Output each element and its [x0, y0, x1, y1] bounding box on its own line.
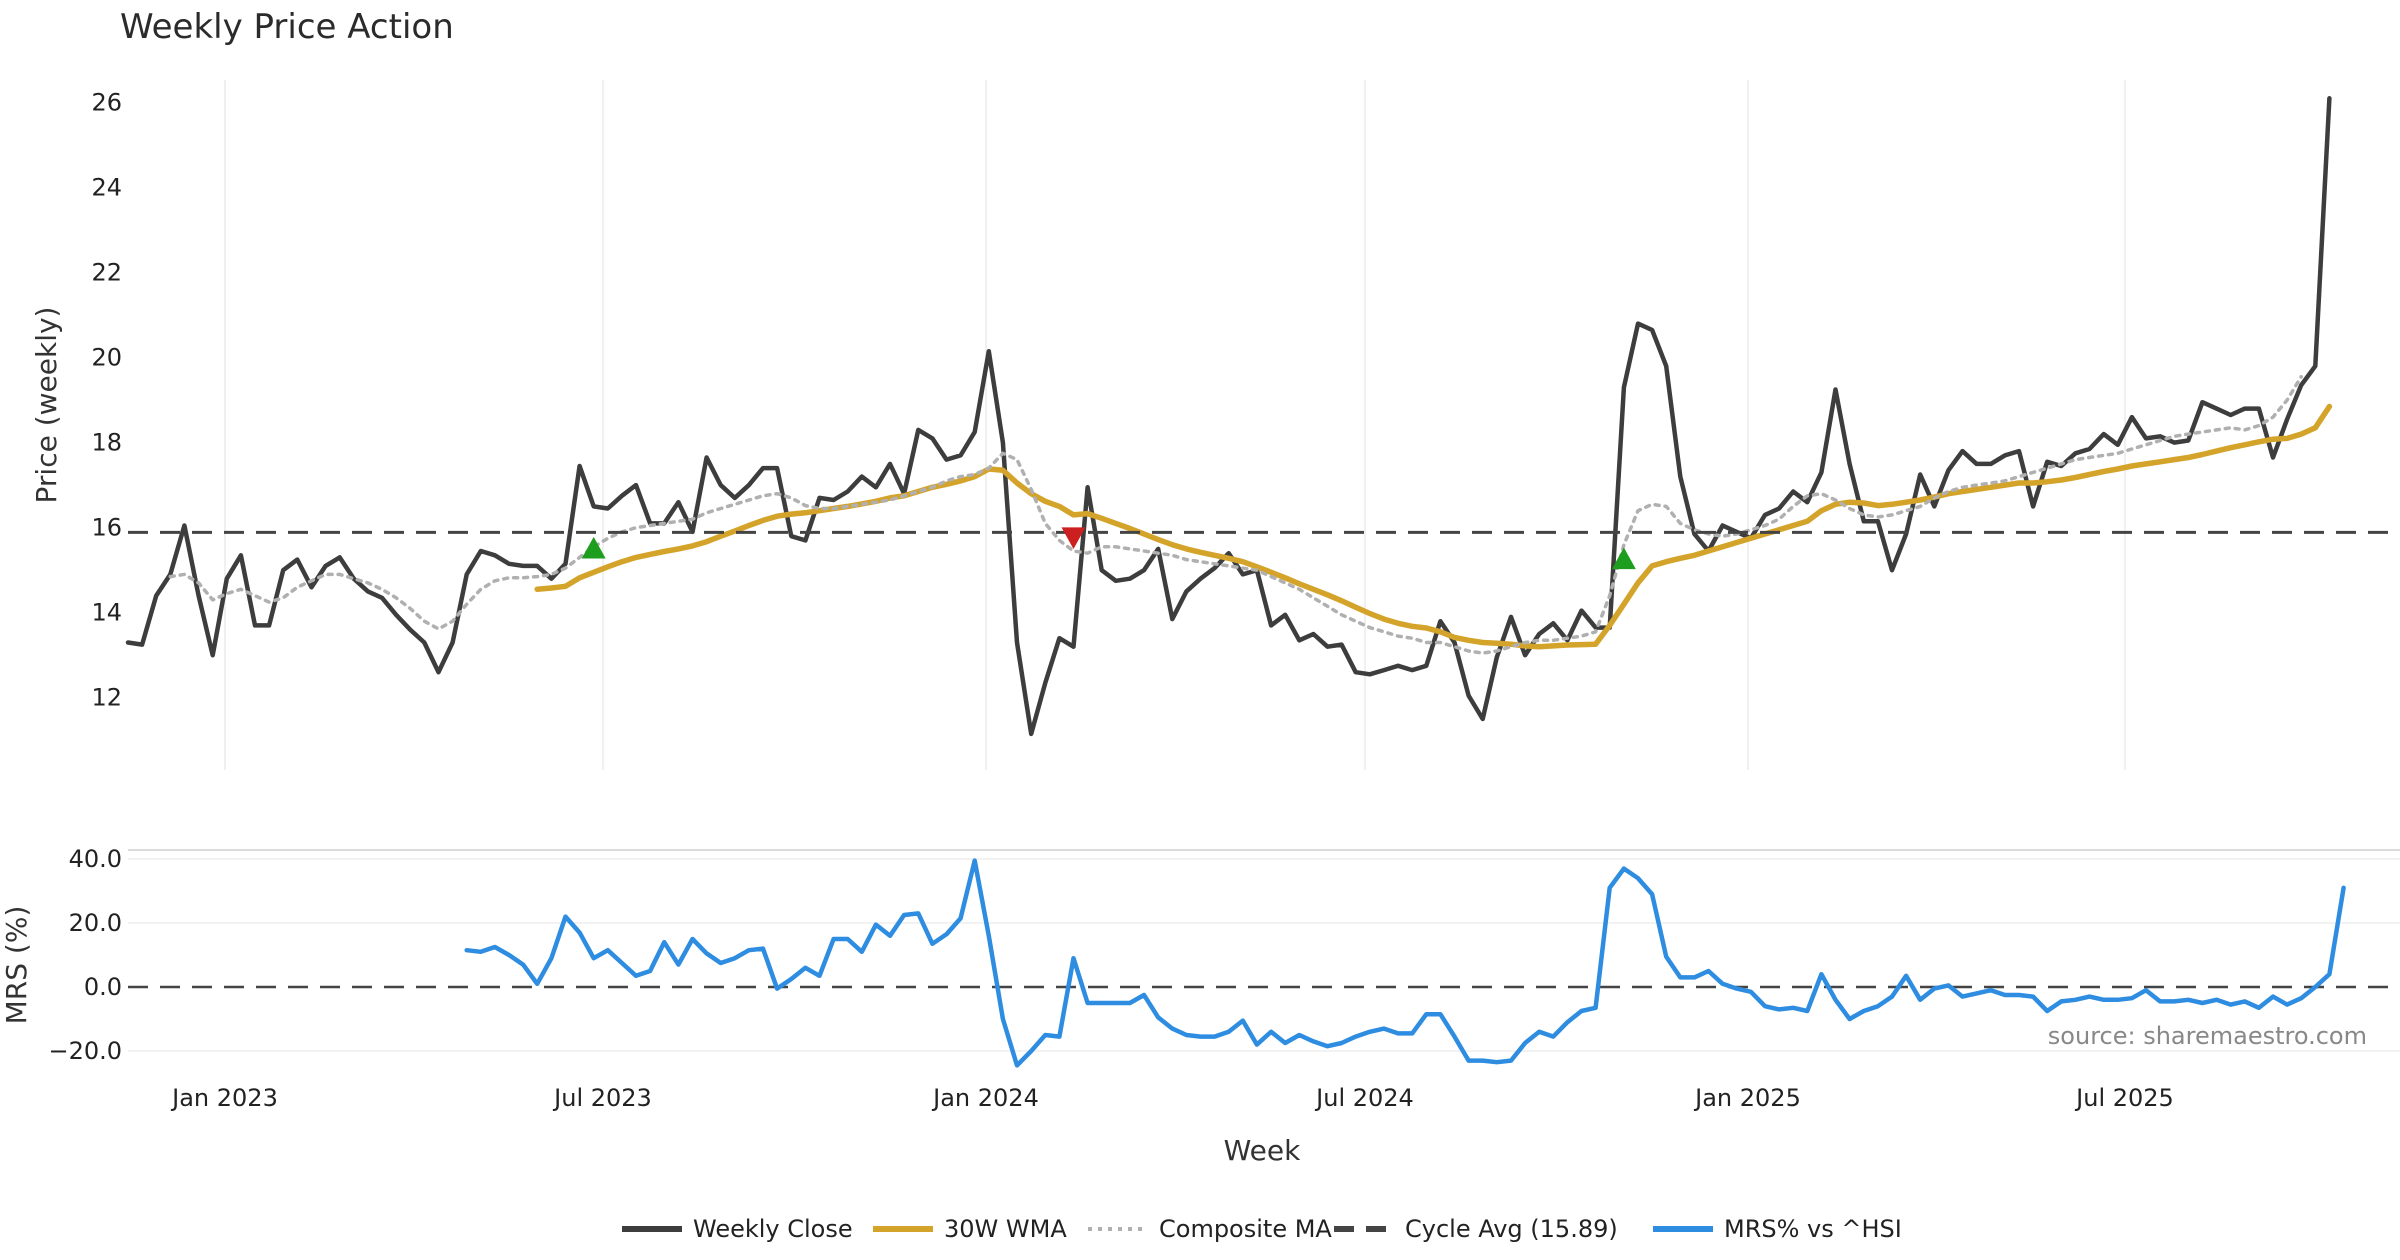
price-panel: 12 14 16 18 20 22 24 26: [91, 80, 2400, 770]
mrs-line: [464, 858, 2346, 1068]
source-credit: source: sharemaestro.com: [2048, 1022, 2367, 1050]
composite-ma-line: [168, 374, 2303, 655]
x-tick-label: Jan 2023: [170, 1084, 278, 1112]
legend-label: Composite MA: [1159, 1215, 1332, 1243]
mrs-y-tick: −20.0: [48, 1037, 122, 1065]
price-y-tick: 14: [91, 599, 122, 627]
price-axis-label: Price (weekly): [30, 307, 63, 504]
mrs-y-tick: 0.0: [84, 973, 122, 1001]
x-axis: Jan 2023 Jul 2023 Jan 2024 Jul 2024 Jan 2025…: [170, 1084, 2174, 1112]
x-tick-label: Jul 2024: [1314, 1084, 1414, 1112]
sell-signal-marker: [1061, 527, 1086, 550]
mrs-axis-label: MRS (%): [0, 906, 33, 1025]
x-tick-label: Jan 2024: [931, 1084, 1039, 1112]
legend-label: MRS% vs ^HSI: [1724, 1215, 1902, 1243]
mrs-panel: 40.0 20.0 0.0 −20.0: [48, 845, 2400, 1068]
legend-label: Cycle Avg (15.89): [1405, 1215, 1618, 1243]
price-y-tick: 12: [91, 684, 122, 712]
legend: Weekly Close 30W WMA Composite MA Cycle Avg…: [622, 1215, 1902, 1243]
chart-title: Weekly Price Action: [120, 7, 454, 47]
price-y-tick: 18: [91, 429, 122, 457]
price-y-tick: 22: [91, 259, 122, 287]
price-y-tick: 26: [91, 89, 122, 117]
price-y-tick: 24: [91, 174, 122, 202]
buy-signal-marker: [581, 536, 606, 559]
x-axis-label: Week: [1224, 1134, 1301, 1167]
weekly-close-line: [125, 96, 2332, 737]
mrs-y-tick: 40.0: [69, 845, 122, 873]
legend-label: 30W WMA: [944, 1215, 1067, 1243]
x-tick-label: Jul 2025: [2074, 1084, 2174, 1112]
buy-signal-marker: [1611, 547, 1636, 570]
legend-label: Weekly Close: [693, 1215, 853, 1243]
x-tick-label: Jan 2025: [1693, 1084, 1801, 1112]
price-y-tick: 16: [91, 514, 122, 542]
mrs-y-tick: 20.0: [69, 909, 122, 937]
price-y-tick: 20: [91, 344, 122, 372]
wma-30w-line: [534, 403, 2333, 650]
x-tick-label: Jul 2023: [552, 1084, 652, 1112]
